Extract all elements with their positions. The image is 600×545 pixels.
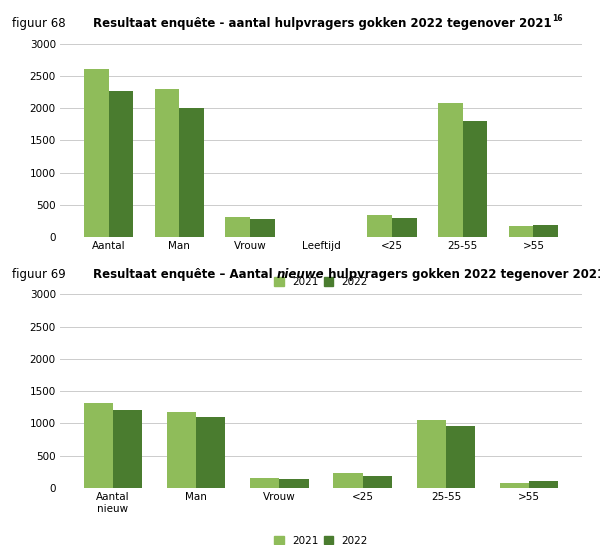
Bar [113, 410, 142, 488]
Bar [196, 417, 225, 488]
Bar [446, 426, 475, 488]
Bar [250, 478, 280, 488]
Bar [438, 103, 463, 237]
Bar [179, 108, 204, 237]
Bar [155, 89, 179, 237]
Bar [529, 481, 558, 488]
Bar [167, 413, 196, 488]
Bar [463, 121, 487, 237]
Bar [84, 69, 109, 237]
Bar [392, 218, 416, 237]
Bar [362, 476, 392, 488]
Bar [84, 403, 113, 488]
Bar [367, 215, 392, 237]
Legend: 2021, 2022: 2021, 2022 [274, 536, 368, 545]
Bar [109, 91, 133, 237]
Text: nieuwe: nieuwe [277, 268, 325, 281]
Text: figuur 68: figuur 68 [12, 17, 65, 30]
Text: hulpvragers gokken 2022 tegenover 2021: hulpvragers gokken 2022 tegenover 2021 [325, 268, 600, 281]
Text: Resultaat enquête - aantal hulpvragers gokken 2022 tegenover 2021: Resultaat enquête - aantal hulpvragers g… [93, 17, 551, 30]
Bar [250, 219, 275, 237]
Bar [226, 217, 250, 237]
Bar [509, 226, 533, 237]
Bar [417, 420, 446, 488]
Bar [280, 480, 308, 488]
Bar [334, 473, 362, 488]
Bar [533, 225, 558, 237]
Text: 16: 16 [553, 14, 563, 23]
Bar [500, 483, 529, 488]
Text: figuur 69: figuur 69 [12, 268, 66, 281]
Text: Resultaat enquête – Aantal: Resultaat enquête – Aantal [93, 268, 277, 281]
Legend: 2021, 2022: 2021, 2022 [274, 277, 368, 287]
